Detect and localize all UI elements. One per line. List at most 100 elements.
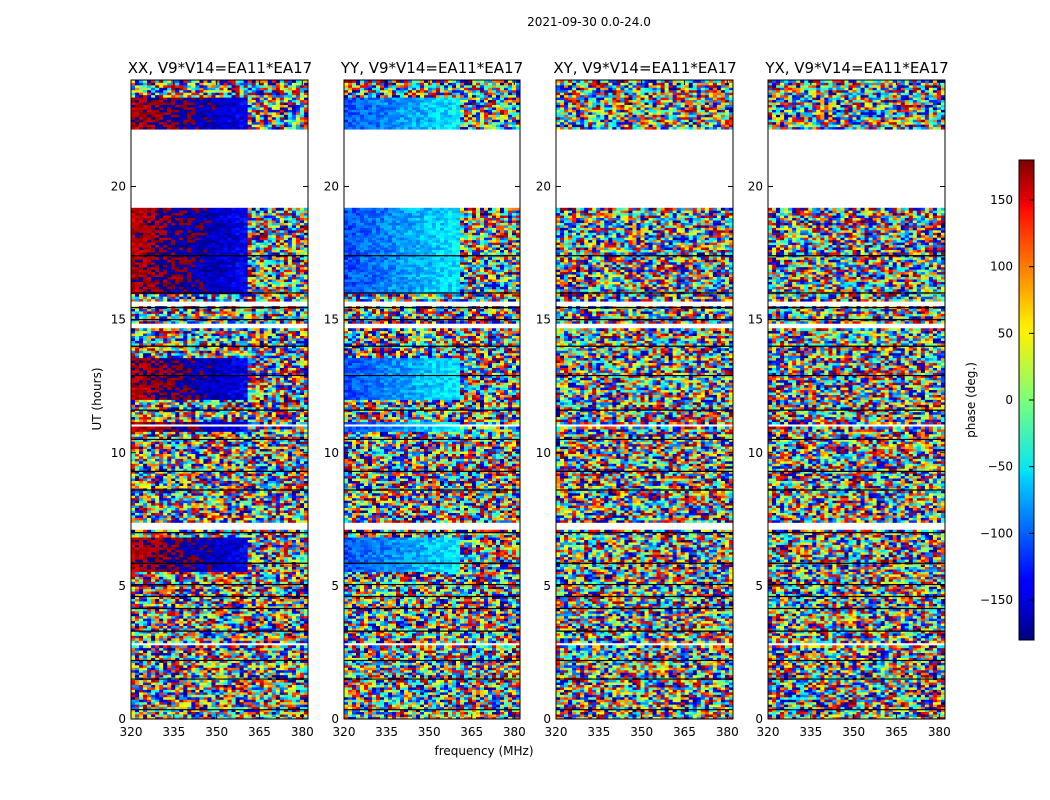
heatmap-cell (260, 635, 264, 638)
heatmap-cell (272, 675, 276, 678)
heatmap-cell (207, 567, 211, 570)
heatmap-cell (228, 579, 232, 582)
heatmap-cell (143, 635, 147, 638)
heatmap-cell (143, 613, 147, 616)
heatmap-cell (195, 697, 199, 700)
heatmap-cell (292, 685, 296, 688)
heatmap-cell (244, 547, 248, 550)
heatmap-cell (256, 557, 260, 560)
heatmap-cell (179, 540, 183, 543)
heatmap-cell (268, 665, 272, 668)
heatmap-cell (276, 653, 280, 656)
heatmap-cell (268, 535, 272, 538)
heatmap-cell (195, 599, 199, 602)
heatmap-cell (288, 648, 292, 651)
heatmap-cell (183, 648, 187, 651)
heatmap-cell (256, 599, 260, 602)
heatmap-cell (131, 579, 135, 582)
heatmap-cell (272, 697, 276, 700)
heatmap-cell (244, 648, 248, 651)
heatmap-cell (203, 576, 207, 579)
heatmap-cell (167, 628, 171, 631)
heatmap-cell (183, 603, 187, 606)
heatmap-cell (199, 692, 203, 695)
heatmap-cell (284, 557, 288, 560)
heatmap-cell (228, 675, 232, 678)
heatmap-cell (183, 586, 187, 589)
heatmap-cell (236, 613, 240, 616)
heatmap-cell (211, 581, 215, 584)
heatmap-cell (248, 601, 252, 604)
heatmap-cell (272, 704, 276, 707)
heatmap-cell (151, 537, 155, 540)
heatmap-cell (155, 687, 159, 690)
heatmap-cell (183, 665, 187, 668)
heatmap-cell (288, 702, 292, 705)
heatmap-cell (256, 616, 260, 619)
heatmap-cell (159, 535, 163, 538)
heatmap-cell (195, 574, 199, 577)
heatmap-cell (236, 552, 240, 555)
heatmap-cell (143, 586, 147, 589)
heatmap-cell (151, 714, 155, 717)
heatmap-cell (224, 670, 228, 673)
heatmap-cell (175, 685, 179, 688)
heatmap-cell (159, 574, 163, 577)
heatmap-cell (215, 682, 219, 685)
heatmap-cell (159, 638, 163, 641)
heatmap-cell (252, 712, 256, 715)
heatmap-cell (159, 616, 163, 619)
heatmap-cell (191, 655, 195, 658)
heatmap-cell (244, 690, 248, 693)
heatmap-cell (228, 549, 232, 552)
heatmap-cell (167, 685, 171, 688)
heatmap-cell (151, 554, 155, 557)
heatmap-cell (264, 672, 268, 675)
heatmap-cell (131, 692, 135, 695)
heatmap-cell (236, 618, 240, 621)
heatmap-cell (139, 574, 143, 577)
heatmap-cell (232, 537, 236, 540)
heatmap-cell (300, 537, 304, 540)
heatmap-cell (232, 650, 236, 653)
heatmap-cell (207, 576, 211, 579)
heatmap-cell (264, 626, 268, 629)
heatmap-cell (143, 537, 147, 540)
heatmap-cell (191, 675, 195, 678)
heatmap-cell (224, 586, 228, 589)
heatmap-cell (155, 559, 159, 562)
heatmap-cell (179, 650, 183, 653)
heatmap-cell (268, 572, 272, 575)
heatmap-cell (163, 665, 167, 668)
heatmap-cell (292, 591, 296, 594)
heatmap-cell (288, 586, 292, 589)
heatmap-cell (292, 537, 296, 540)
heatmap-cell (296, 547, 300, 550)
heatmap-cell (135, 599, 139, 602)
heatmap-cell (155, 574, 159, 577)
heatmap-cell (151, 687, 155, 690)
heatmap-cell (260, 599, 264, 602)
heatmap-cell (131, 535, 135, 538)
heatmap-cell (195, 581, 199, 584)
heatmap-cell (191, 572, 195, 575)
heatmap-cell (207, 680, 211, 683)
heatmap-cell (220, 601, 224, 604)
heatmap-cell (135, 603, 139, 606)
heatmap-cell (244, 697, 248, 700)
heatmap-cell (151, 655, 155, 658)
heatmap-cell (280, 537, 284, 540)
heatmap-cell (292, 635, 296, 638)
heatmap-cell (300, 682, 304, 685)
heatmap-cell (300, 576, 304, 579)
heatmap-cell (244, 675, 248, 678)
heatmap-cell (240, 581, 244, 584)
heatmap-cell (292, 569, 296, 572)
heatmap-cell (199, 586, 203, 589)
heatmap-cell (280, 655, 284, 658)
heatmap-cell (199, 687, 203, 690)
heatmap-cell (272, 650, 276, 653)
heatmap-cell (207, 557, 211, 560)
heatmap-cell (244, 564, 248, 567)
heatmap-cell (272, 633, 276, 636)
